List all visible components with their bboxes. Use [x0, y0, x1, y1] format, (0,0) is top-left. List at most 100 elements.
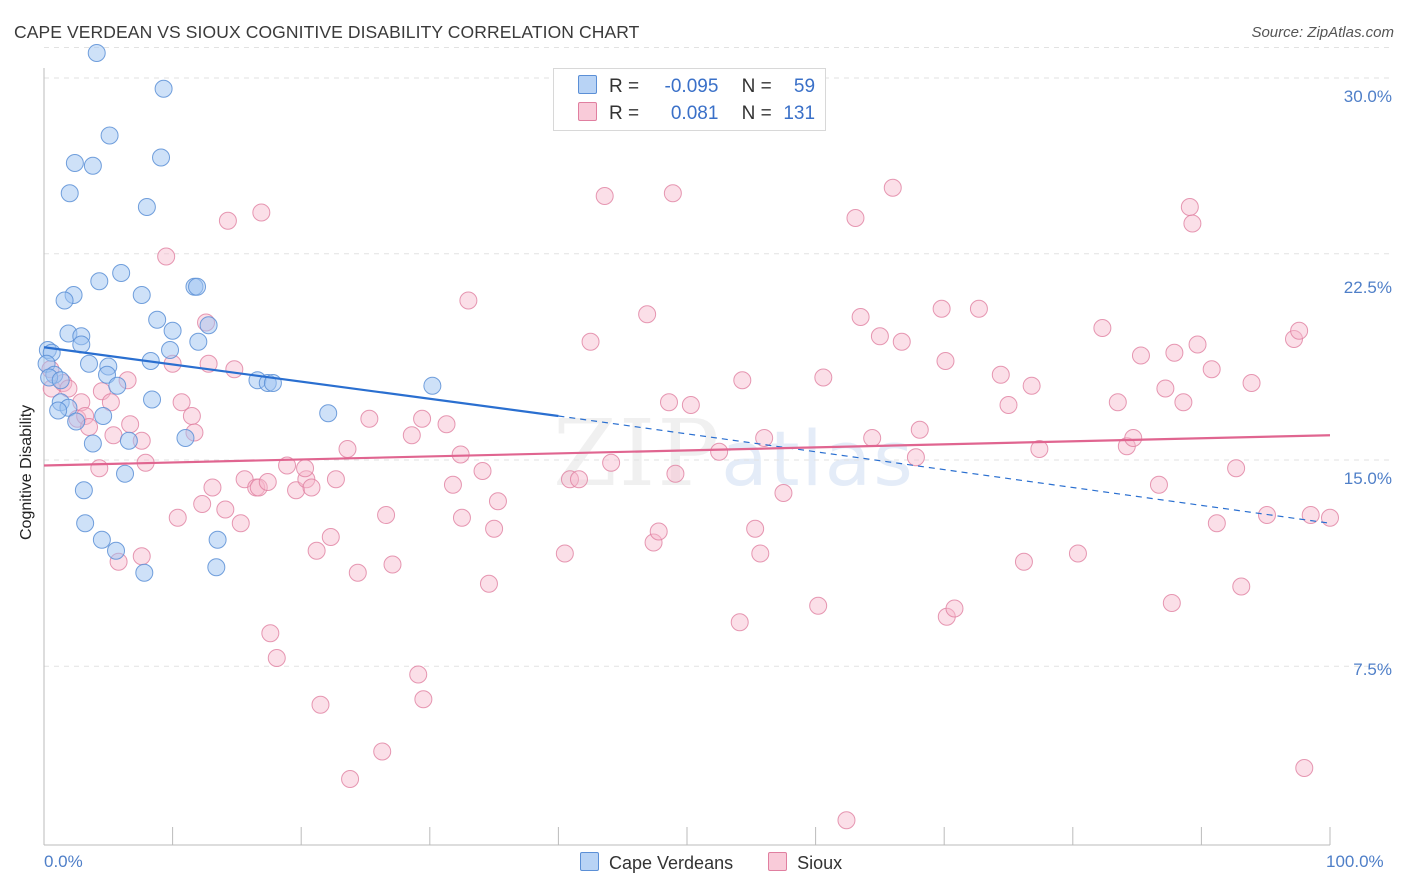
sioux-point [1124, 429, 1143, 447]
x-tick-100: 100.0% [1326, 852, 1384, 871]
cape-verdean-point [67, 412, 86, 431]
trend-lines [43, 346, 1331, 524]
cape-verdean-point [80, 354, 99, 373]
y-axis-label: Cognitive Disability [18, 404, 35, 540]
sioux-point [851, 308, 870, 326]
cape-legend-label: Cape Verdeans [609, 853, 734, 873]
sioux-point [437, 415, 456, 434]
sioux-point [945, 599, 964, 618]
sioux-point [1227, 459, 1246, 478]
sioux-point [479, 574, 498, 593]
cape-verdean-point [163, 321, 182, 340]
legend-r-label: R = [609, 103, 640, 124]
sioux-point [225, 360, 244, 379]
sioux-point [755, 429, 774, 447]
sioux-point [414, 690, 433, 709]
sioux-point [602, 453, 621, 472]
sioux-point [644, 533, 663, 552]
sioux-point [1174, 393, 1193, 412]
sioux-point [409, 665, 428, 684]
sioux-point [659, 393, 678, 412]
sioux-point [809, 596, 828, 615]
sioux-point [595, 187, 614, 205]
sioux-point [1202, 360, 1221, 379]
cape-verdean-point [92, 530, 111, 549]
sioux-n-value: 131 [783, 103, 816, 124]
cape-legend-swatch [580, 852, 599, 871]
sioux-point [485, 519, 504, 538]
cape-verdean-point [189, 332, 208, 351]
sioux-point [1149, 475, 1168, 494]
legend-item-sioux: Sioux [768, 852, 842, 874]
sioux-point [638, 305, 657, 324]
cape-verdean-point [132, 286, 151, 304]
sioux-point [132, 547, 151, 566]
sioux-point [560, 470, 579, 489]
sioux-point [1321, 508, 1339, 527]
cape-verdean-point [207, 558, 226, 577]
sioux-point [1093, 319, 1112, 337]
y-tick-22-5: 22.5% [1343, 278, 1392, 297]
sioux-point [383, 555, 402, 574]
sioux-point [932, 299, 951, 318]
cape-verdean-point [94, 407, 113, 425]
cape-verdean-point [176, 429, 195, 447]
legend-item-cape: Cape Verdeans [580, 852, 733, 874]
cape-verdean-point [199, 316, 218, 335]
legend-n-label: N = [741, 76, 772, 97]
cape-verdean-point [55, 291, 74, 310]
cape-verdean-point [83, 156, 102, 175]
sioux-point [1156, 379, 1175, 398]
sioux-point [104, 426, 123, 445]
sioux-point [710, 442, 729, 461]
sioux-point [863, 429, 882, 447]
sioux-point [452, 508, 471, 527]
y-tick-7-5: 7.5% [1353, 660, 1392, 679]
sioux-point [168, 508, 187, 527]
cape-verdean-point [116, 464, 135, 483]
sioux-point [360, 409, 379, 428]
sioux-point [910, 420, 929, 439]
sioux-point [837, 811, 856, 830]
sioux-point [991, 365, 1010, 384]
cape-verdean-point [74, 481, 93, 500]
sioux-point [101, 393, 120, 412]
sioux-point [581, 332, 600, 351]
chart-title: CAPE VERDEAN VS SIOUX COGNITIVE DISABILI… [14, 22, 640, 42]
sioux-point [488, 492, 507, 511]
sioux-point [814, 368, 833, 387]
sioux-point [883, 178, 902, 197]
sioux-point [459, 291, 478, 310]
grid-lines [44, 47, 1392, 667]
sioux-point [1162, 594, 1181, 612]
sioux-point [666, 464, 685, 483]
sioux-point [90, 459, 109, 478]
cape-verdean-point [161, 341, 180, 359]
sioux-point [321, 528, 340, 546]
sioux-point [1068, 544, 1087, 563]
sioux-point [157, 247, 176, 266]
cape-verdean-point [135, 563, 154, 582]
sioux-point [296, 459, 315, 478]
y-tick-15: 15.0% [1343, 469, 1392, 488]
cape-verdean-point [137, 198, 156, 216]
cape-verdean-point [188, 277, 207, 296]
sioux-point [216, 500, 235, 519]
sioux-point [751, 544, 770, 563]
sioux-point [1180, 198, 1199, 216]
cape-verdean-point [148, 310, 167, 329]
legend-n-label: N = [741, 103, 772, 124]
sioux-point [267, 649, 286, 667]
sioux-point [473, 462, 492, 480]
sioux-point [1022, 376, 1041, 395]
sioux-point [218, 211, 237, 230]
cape-verdean-point [65, 154, 84, 172]
cape-verdean-trend-line [43, 346, 559, 418]
cape-swatch [578, 75, 597, 94]
sioux-point [733, 371, 752, 390]
sioux-point [936, 352, 955, 370]
sioux-point [413, 409, 432, 428]
cape-verdean-point [107, 541, 126, 560]
sioux-point [892, 332, 911, 351]
sioux-point [1295, 759, 1314, 777]
